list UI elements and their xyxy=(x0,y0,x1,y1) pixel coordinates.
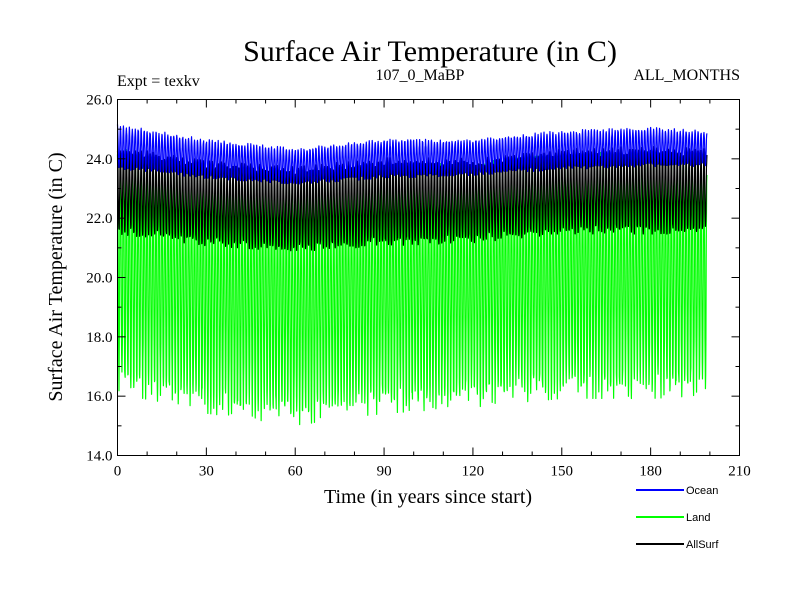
series-line-ocean xyxy=(116,124,708,185)
chart-subtitle-right: ALL_MONTHS xyxy=(633,67,740,84)
x-tick-label: 60 xyxy=(288,464,303,480)
y-tick-label: 22.0 xyxy=(86,211,112,227)
y-tick-label: 18.0 xyxy=(86,330,112,346)
axis-ticks: 0 30 60 90 120 150 180 210 14.0 16.0 18.0 20.0 22.0 2… xyxy=(86,93,751,480)
y-tick-label: 20.0 xyxy=(86,271,112,287)
x-axis-label: Time (in years since start) xyxy=(324,486,532,508)
chart-title: Surface Air Temperature (in C) xyxy=(243,35,617,68)
y-tick-label: 16.0 xyxy=(86,389,112,405)
x-tick-label: 210 xyxy=(728,464,751,480)
x-tick-label: 120 xyxy=(462,464,485,480)
x-tick-label: 180 xyxy=(639,464,662,480)
plot-series xyxy=(116,124,708,426)
legend-label-land: Land xyxy=(686,512,710,524)
chart-subtitle-left: Expt = texkv xyxy=(117,73,200,90)
x-tick-label: 0 xyxy=(114,464,122,480)
y-axis-label: Surface Air Temperature (in C) xyxy=(45,152,67,401)
legend-label-ocean: Ocean xyxy=(686,485,718,497)
series-line-allsurf xyxy=(116,146,708,252)
series-line-land xyxy=(116,149,708,426)
x-tick-label: 90 xyxy=(377,464,392,480)
legend-item-land: Land xyxy=(636,512,710,524)
chart-subtitle-center: 107_0_MaBP xyxy=(376,67,465,84)
legend-item-ocean: Ocean xyxy=(636,485,718,497)
legend-item-allsurf: AllSurf xyxy=(636,539,719,551)
legend-label-allsurf: AllSurf xyxy=(686,539,719,551)
x-tick-label: 150 xyxy=(551,464,574,480)
plot-frame xyxy=(117,99,740,456)
legend: Ocean Land AllSurf xyxy=(636,485,719,551)
x-tick-label: 30 xyxy=(199,464,214,480)
y-tick-label: 24.0 xyxy=(86,152,112,168)
y-tick-label: 26.0 xyxy=(86,93,112,109)
y-tick-label: 14.0 xyxy=(86,449,112,465)
